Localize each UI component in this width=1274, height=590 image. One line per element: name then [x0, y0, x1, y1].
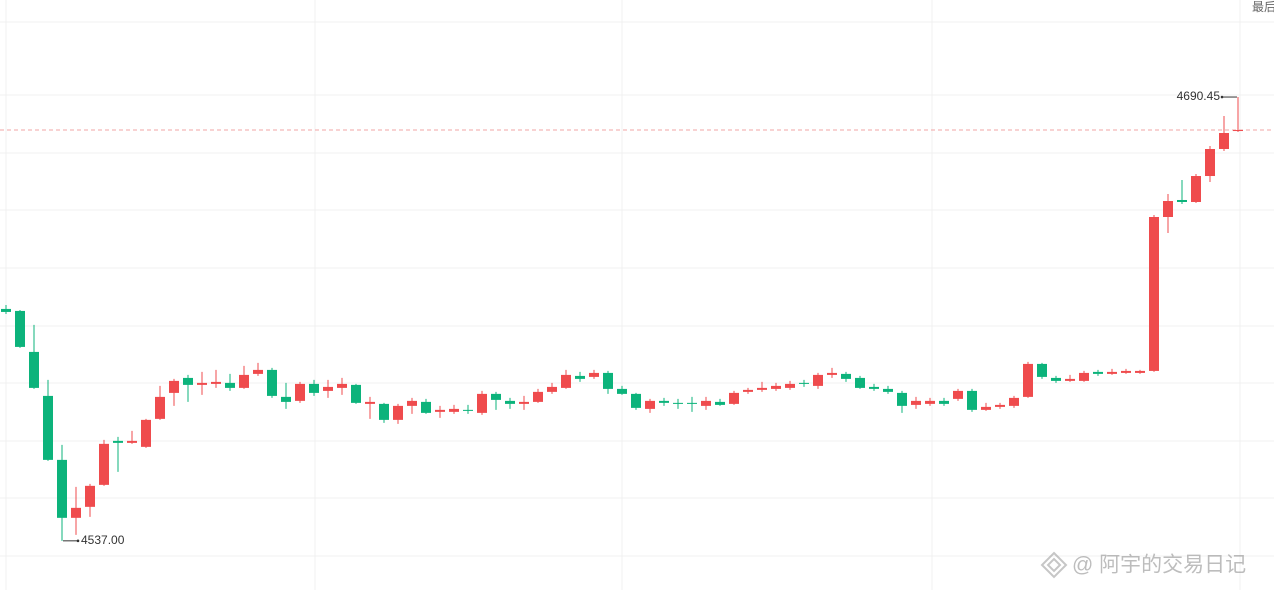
candle-body	[1037, 363, 1047, 377]
candle-body	[1121, 370, 1131, 373]
candle-body	[827, 372, 837, 375]
candle-body	[1135, 370, 1145, 373]
candle-body	[1191, 176, 1201, 202]
candle-body	[771, 385, 781, 389]
candle-body	[743, 389, 753, 392]
candle-body	[659, 400, 669, 403]
candle-body	[393, 405, 403, 420]
candle-body	[1219, 133, 1229, 150]
candle-body	[1177, 199, 1187, 202]
candle-body	[631, 393, 641, 408]
candle-body	[99, 443, 109, 485]
candle-body	[855, 377, 865, 388]
candle-body	[85, 485, 95, 507]
candle-body	[379, 403, 389, 420]
candle-body	[617, 388, 627, 394]
candle-body	[1079, 372, 1089, 381]
watermark: @ 阿宇的交易日记	[1040, 551, 1246, 579]
candle-body	[351, 384, 361, 403]
high-label: 4690.45	[1177, 89, 1221, 103]
candle-body	[813, 374, 823, 386]
candle-body	[1107, 371, 1117, 374]
candle-body	[785, 383, 795, 388]
low-marker-dot	[76, 539, 80, 543]
candle-body	[561, 374, 571, 388]
candle-body	[113, 440, 123, 443]
candle-body	[407, 400, 417, 406]
candle-body	[701, 400, 711, 406]
candle-body	[1, 308, 11, 312]
candle-body	[253, 369, 263, 374]
candle-body	[183, 377, 193, 385]
candle-body	[197, 382, 207, 385]
high-marker-dot	[1220, 95, 1224, 99]
candle-body	[323, 386, 333, 391]
candle-body	[225, 382, 235, 388]
candle-body	[967, 390, 977, 410]
candle-body	[519, 401, 529, 404]
candle-body	[337, 383, 347, 388]
candle-body	[953, 390, 963, 399]
candle-body	[505, 400, 515, 404]
candle-body	[141, 419, 151, 447]
candle-body	[533, 391, 543, 402]
candle-body	[463, 409, 473, 411]
low-label: 4537.00	[81, 533, 125, 547]
candle-body	[267, 369, 277, 396]
candle-body	[603, 372, 613, 389]
candle-body	[491, 393, 501, 400]
candle-body	[995, 404, 1005, 407]
candle-body	[127, 440, 137, 443]
candle-body	[1093, 371, 1103, 374]
candle-body	[939, 400, 949, 404]
candle-body	[365, 401, 375, 404]
last-label: 最后	[1252, 0, 1274, 14]
candle-body	[897, 392, 907, 406]
candle-body	[211, 381, 221, 384]
candle-body	[1023, 363, 1033, 397]
candle-body	[883, 388, 893, 392]
candle-body	[29, 351, 39, 388]
candle-body	[981, 406, 991, 410]
candle-body	[575, 375, 585, 379]
candle-body	[645, 400, 655, 409]
candle-body	[239, 374, 249, 388]
candle-body	[15, 310, 25, 347]
watermark-icon	[1040, 551, 1068, 579]
candle-body	[1065, 378, 1075, 381]
candle-body	[281, 396, 291, 402]
candle-body	[841, 373, 851, 379]
candle-body	[911, 400, 921, 405]
candle-body	[925, 400, 935, 404]
candle-body	[715, 401, 725, 405]
candle-body	[1051, 377, 1061, 381]
candle-body	[1205, 149, 1215, 177]
candle-body	[169, 380, 179, 393]
candle-body	[1149, 216, 1159, 371]
candle-body	[547, 386, 557, 392]
candle-body	[435, 409, 445, 412]
candle-body	[687, 402, 697, 404]
candle-body	[729, 392, 739, 404]
candle-body	[757, 387, 767, 390]
watermark-text: @ 阿宇的交易日记	[1072, 554, 1246, 577]
candle-body	[43, 395, 53, 460]
candle-body	[295, 383, 305, 401]
candle-body	[1233, 130, 1243, 132]
candle-body	[309, 383, 319, 393]
candle-body	[1009, 397, 1019, 406]
candle-body	[673, 402, 683, 404]
candle-body	[57, 459, 67, 518]
candle-body	[477, 393, 487, 413]
candle-body	[71, 507, 81, 518]
candle-body	[799, 382, 809, 384]
candle-body	[869, 386, 879, 389]
candle-body	[589, 372, 599, 377]
candle-body	[449, 408, 459, 412]
candle-body	[421, 401, 431, 413]
candle-body	[1163, 201, 1173, 217]
candle-body	[155, 396, 165, 419]
